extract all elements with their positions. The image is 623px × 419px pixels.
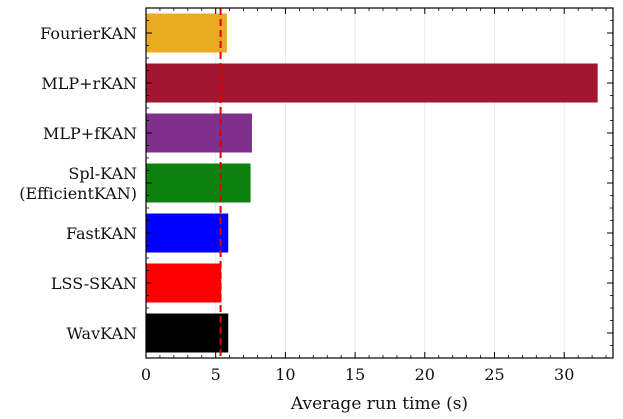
x-tick-label: 5	[211, 365, 221, 384]
x-tick-label: 20	[415, 365, 435, 384]
category-label: (EfficientKAN)	[19, 184, 137, 203]
bar	[146, 13, 227, 53]
category-label: MLP+fKAN	[43, 124, 137, 143]
bar	[146, 163, 251, 203]
category-label: WavKAN	[67, 324, 138, 343]
category-label: LSS-SKAN	[51, 274, 137, 293]
axis-ticks	[145, 8, 613, 358]
bar	[146, 213, 229, 253]
x-axis-title: Average run time (s)	[290, 394, 468, 414]
category-label: Spl-KAN	[68, 164, 137, 183]
x-tick-label: 15	[345, 365, 365, 384]
x-tick-label: 10	[275, 365, 295, 384]
category-label: MLP+rKAN	[41, 74, 137, 93]
bar	[146, 63, 598, 103]
x-tick-label: 30	[554, 365, 574, 384]
axis-labels: 0 5 10 15 20 25 30 FourierKAN MLP+rKAN MLP+fKAN Sp…	[19, 24, 574, 384]
category-label: FourierKAN	[40, 24, 137, 43]
bar	[146, 313, 229, 353]
bar	[146, 113, 252, 153]
x-tick-label: 0	[141, 365, 151, 384]
bar	[146, 263, 222, 303]
x-tick-label: 25	[484, 365, 504, 384]
bars	[146, 13, 598, 353]
category-label: FastKAN	[66, 224, 137, 243]
